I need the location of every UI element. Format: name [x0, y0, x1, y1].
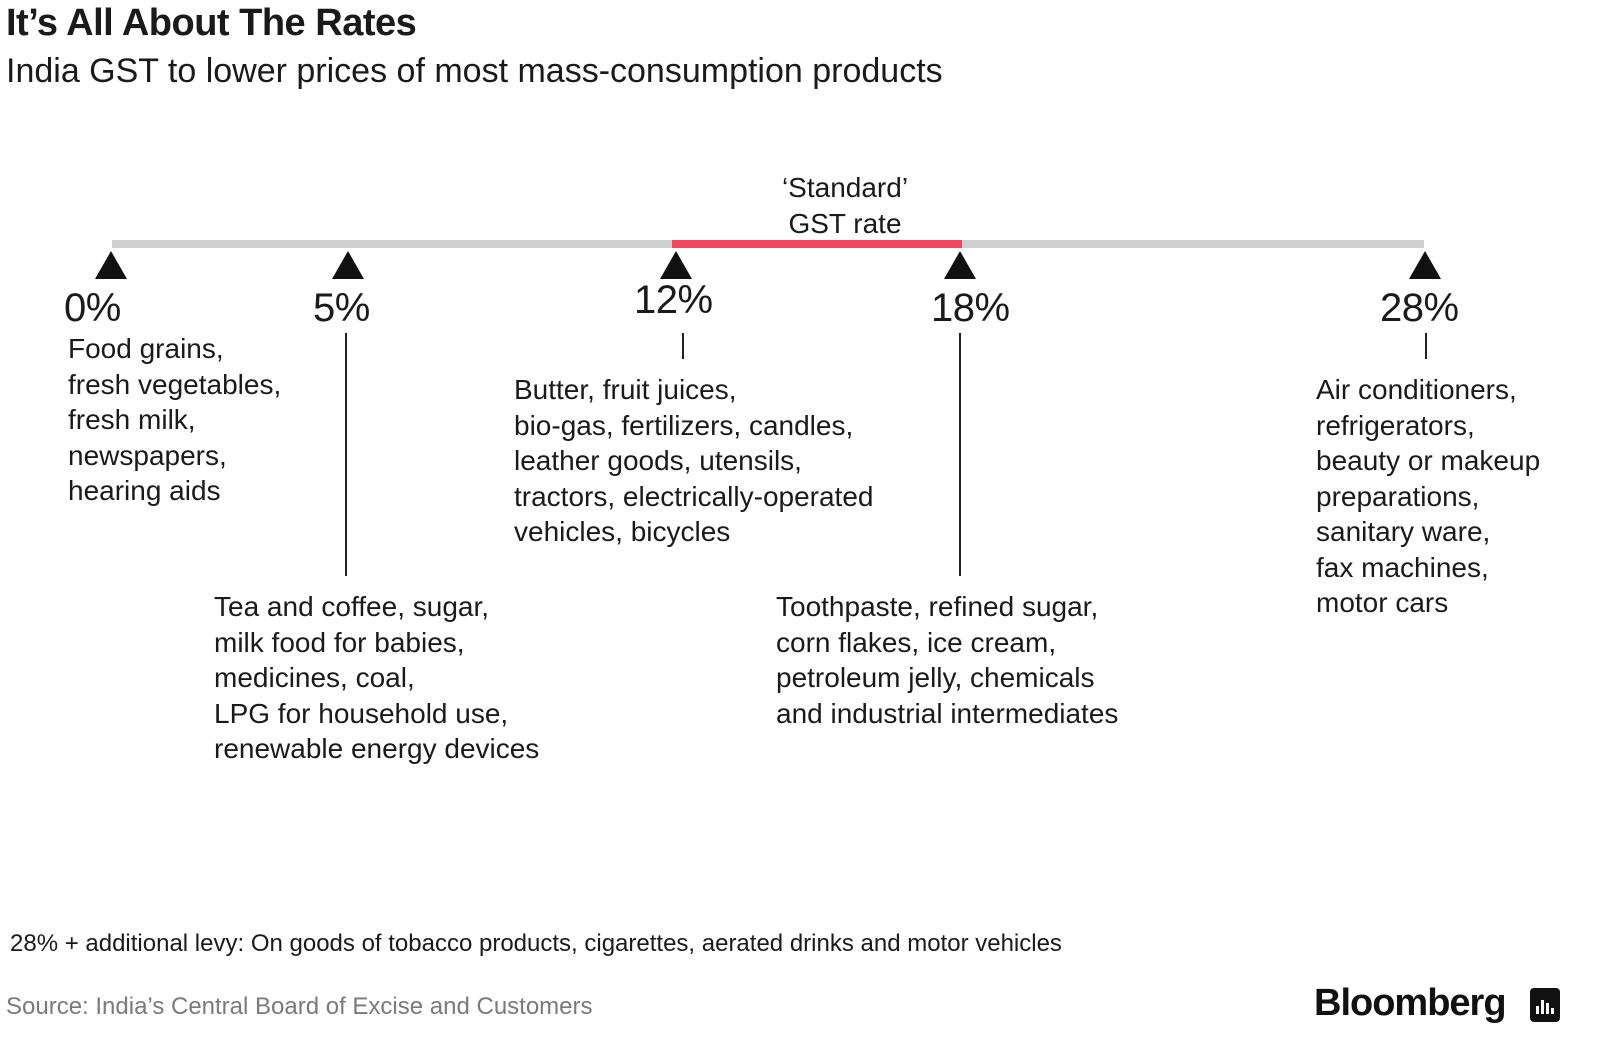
item-text: fresh milk,: [68, 404, 196, 435]
item-text: milk food for babies,: [214, 626, 465, 658]
item-text: and industrial intermediates: [776, 697, 1119, 729]
rate-label-28: 28%: [1380, 286, 1459, 330]
item-text: bio-gas, fertilizers, candles,: [514, 409, 854, 441]
item-text: medicines, coal,: [214, 662, 415, 693]
standard-rate-label-line2: GST rate: [788, 208, 902, 239]
item-text: preparations,: [1316, 480, 1480, 512]
items-0-percent: Food grains, fresh vegetables, fresh mil…: [68, 331, 281, 509]
item-text: petroleum jelly, chemicals: [776, 662, 1095, 693]
item-text: leather goods, utensils,: [514, 445, 802, 476]
standard-rate-label-line1: ‘Standard’: [781, 172, 909, 203]
marker-28-percent: [1409, 251, 1441, 279]
rate-label-18: 18%: [931, 286, 1010, 330]
marker-12-percent: [660, 251, 692, 279]
item-text: beauty or makeup: [1316, 445, 1541, 476]
items-12-percent: Butter, fruit juices, bio-gas, fertilize…: [514, 372, 873, 550]
item-text: fax machines,: [1316, 551, 1489, 583]
source-note: Source: India’s Central Board of Excise …: [6, 993, 593, 1020]
item-text: sanitary ware,: [1316, 516, 1491, 547]
marker-18-percent: [944, 251, 976, 279]
bloomberg-chart-icon: [1530, 988, 1560, 1022]
leader-line-18: [959, 333, 961, 576]
rate-label-5: 5%: [313, 286, 370, 330]
chart-title: It’s All About The Rates: [6, 2, 417, 44]
marker-5-percent: [332, 251, 364, 279]
item-text: motor cars: [1316, 587, 1449, 618]
chart-subtitle: India GST to lower prices of most mass-c…: [6, 52, 943, 90]
leader-line-5: [345, 333, 347, 576]
item-text: Toothpaste, refined sugar,: [776, 591, 1099, 622]
item-text: corn flakes, ice cream,: [776, 626, 1057, 658]
footnote: 28% + additional levy: On goods of tobac…: [10, 930, 1062, 957]
item-text: renewable energy devices: [214, 733, 540, 764]
item-text: refrigerators,: [1316, 409, 1475, 441]
item-text: Tea and coffee, sugar,: [214, 591, 490, 622]
item-text: fresh vegetables,: [68, 368, 282, 400]
rate-label-0: 0%: [64, 286, 121, 330]
item-text: LPG for household use,: [214, 697, 509, 729]
item-text: hearing aids: [68, 475, 221, 506]
leader-line-12: [682, 333, 684, 359]
item-text: Food grains,: [68, 333, 224, 364]
items-5-percent: Tea and coffee, sugar, milk food for bab…: [214, 589, 539, 767]
rate-label-12: 12%: [634, 278, 713, 322]
standard-rate-label: ‘Standard’ GST rate: [725, 170, 965, 242]
items-18-percent: Toothpaste, refined sugar, corn flakes, …: [776, 589, 1118, 731]
item-text: Air conditioners,: [1316, 374, 1517, 405]
items-28-percent: Air conditioners, refrigerators, beauty …: [1316, 372, 1540, 621]
standard-rate-band: [672, 240, 962, 248]
item-text: newspapers,: [68, 439, 227, 471]
item-text: Butter, fruit juices,: [514, 374, 737, 405]
bloomberg-logo: Bloomberg: [1314, 982, 1507, 1024]
item-text: tractors, electrically-operated: [514, 480, 874, 512]
leader-line-28: [1425, 333, 1427, 359]
marker-0-percent: [95, 251, 127, 279]
item-text: vehicles, bicycles: [514, 516, 731, 547]
